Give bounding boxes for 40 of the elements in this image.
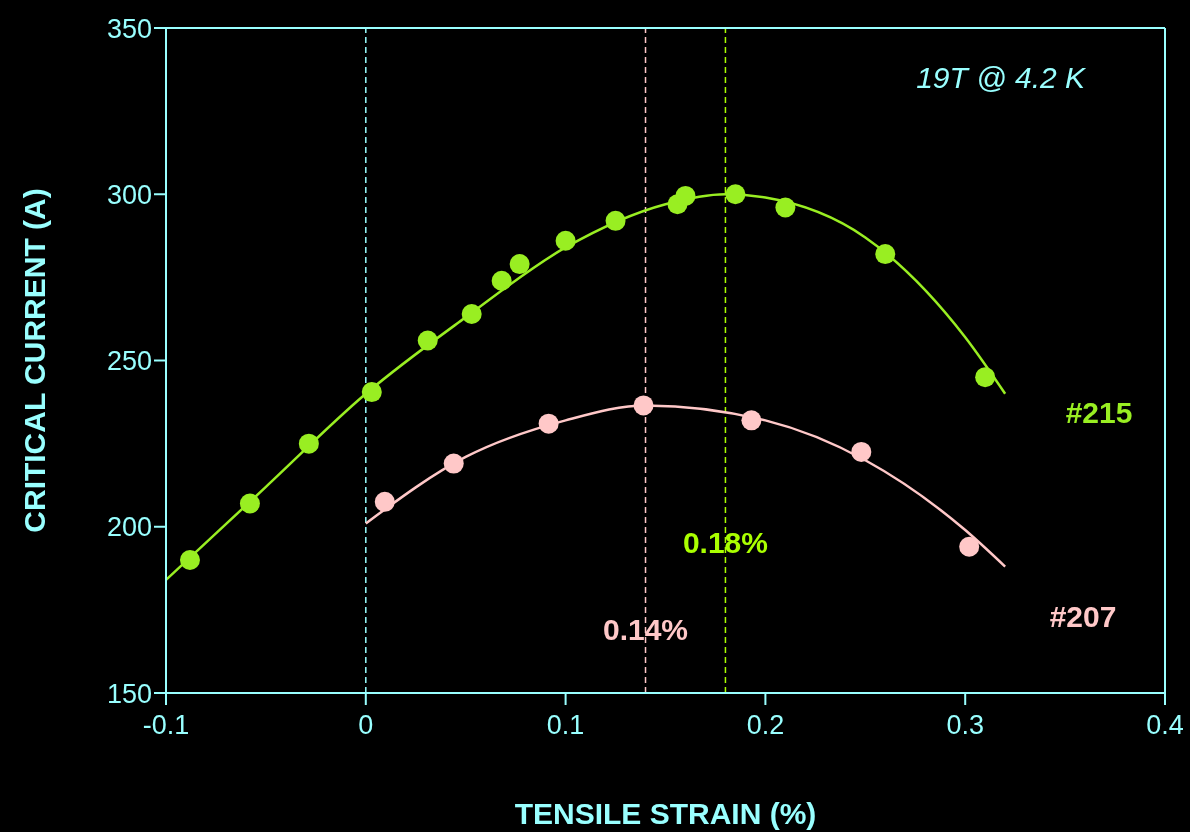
point xyxy=(361,382,382,403)
point xyxy=(851,441,872,462)
y-tick-label: 250 xyxy=(106,346,152,377)
x-tick-label: 0.3 xyxy=(946,710,984,741)
x-tick-label: 0.1 xyxy=(546,710,585,741)
point xyxy=(298,433,319,454)
point xyxy=(975,367,996,388)
y-tick-label: 350 xyxy=(106,13,152,44)
point xyxy=(675,185,696,206)
x-tick-label: 0.4 xyxy=(1146,710,1184,741)
point xyxy=(605,210,626,231)
y-tick-label: 150 xyxy=(106,678,152,709)
point xyxy=(633,395,654,416)
point xyxy=(741,410,762,431)
point xyxy=(538,413,559,434)
point xyxy=(239,493,260,514)
point xyxy=(443,453,464,474)
ref-line-label: 0.14% xyxy=(602,612,689,646)
point xyxy=(959,536,980,557)
point xyxy=(461,303,482,324)
point xyxy=(725,184,746,205)
point xyxy=(509,254,530,275)
point xyxy=(374,491,395,512)
x-axis-title: TENSILE STRAIN (%) xyxy=(514,797,817,830)
point xyxy=(875,244,896,265)
text: #207 xyxy=(1049,600,1117,634)
point xyxy=(555,230,576,251)
y-tick-label: 300 xyxy=(106,179,152,210)
point xyxy=(775,197,796,218)
ref-line-label: 0.18% xyxy=(682,526,768,560)
x-tick-label: 0.2 xyxy=(746,710,785,741)
annotation: 19T @ 4.2 K xyxy=(916,61,1087,94)
x-tick-label: -0.1 xyxy=(142,710,190,741)
point xyxy=(491,270,512,291)
y-axis-title: CRITICAL CURRENT (A) xyxy=(17,188,51,533)
point xyxy=(417,330,438,351)
x-tick-label: 0 xyxy=(358,710,374,741)
y-tick-label: 200 xyxy=(106,512,152,543)
text: #215 xyxy=(1065,395,1133,429)
point xyxy=(179,550,200,570)
